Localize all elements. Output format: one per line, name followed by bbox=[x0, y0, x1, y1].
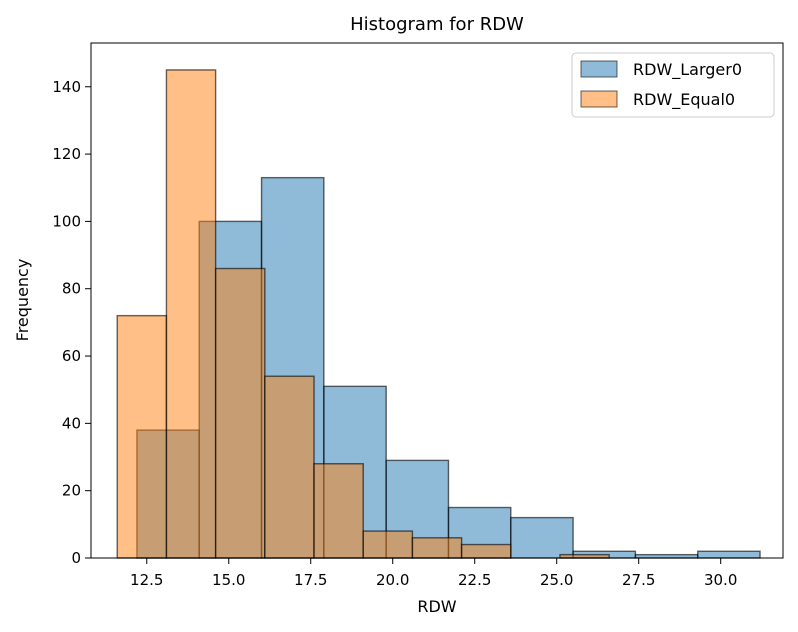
bar-rdw-equal0-6 bbox=[411, 537, 463, 559]
bar-rdw-equal0-2 bbox=[214, 267, 266, 559]
bar-rdw-equal0-1 bbox=[165, 69, 217, 559]
bar-rdw-equal0-7 bbox=[460, 543, 512, 559]
y-tick-label: 60 bbox=[62, 347, 81, 365]
legend-label-rdw-equal0: RDW_Equal0 bbox=[633, 90, 735, 110]
y-tick-label: 20 bbox=[62, 482, 81, 500]
legend-label-rdw-larger0: RDW_Larger0 bbox=[633, 60, 742, 80]
x-axis: 12.5 15.0 17.5 20.0 22.5 25.0 27.5 30.0 bbox=[130, 558, 737, 589]
x-tick-label: 17.5 bbox=[294, 571, 327, 589]
bar-rdw-equal0-9 bbox=[559, 553, 610, 559]
y-tick-label: 40 bbox=[62, 414, 81, 432]
y-tick-label: 140 bbox=[52, 78, 81, 96]
bar-rdw-equal0-0 bbox=[116, 314, 168, 559]
y-tick-label: 80 bbox=[62, 280, 81, 298]
x-tick-label: 20.0 bbox=[376, 571, 409, 589]
x-tick-label: 25.0 bbox=[540, 571, 573, 589]
legend-swatch-rdw-equal0 bbox=[580, 90, 618, 108]
bar-rdw-equal0-3 bbox=[264, 375, 315, 559]
legend-swatch-rdw-larger0 bbox=[580, 60, 618, 78]
x-tick-label: 30.0 bbox=[704, 571, 737, 589]
bar-rdw-equal0-5 bbox=[362, 530, 414, 559]
y-tick-label: 100 bbox=[52, 212, 81, 230]
bar-rdw-larger0-9 bbox=[697, 550, 761, 559]
y-tick-label: 0 bbox=[71, 549, 81, 567]
bar-rdw-equal0-4 bbox=[313, 463, 364, 559]
x-tick-label: 15.0 bbox=[212, 571, 245, 589]
legend: RDW_Larger0 RDW_Equal0 bbox=[571, 52, 775, 118]
x-tick-label: 22.5 bbox=[458, 571, 491, 589]
y-axis: 0 20 40 60 80 100 120 140 bbox=[52, 78, 91, 567]
bar-rdw-larger0-6 bbox=[510, 516, 574, 559]
y-axis-label: Frequency bbox=[13, 259, 32, 342]
chart-title: Histogram for RDW bbox=[350, 14, 524, 35]
y-tick-label: 120 bbox=[52, 145, 81, 163]
bars-layer bbox=[116, 69, 761, 559]
x-axis-label: RDW bbox=[417, 597, 456, 616]
legend-frame bbox=[571, 52, 775, 118]
plot-frame bbox=[90, 42, 784, 559]
x-tick-label: 12.5 bbox=[130, 571, 163, 589]
bar-rdw-larger0-8 bbox=[634, 553, 699, 559]
x-tick-label: 27.5 bbox=[622, 571, 655, 589]
